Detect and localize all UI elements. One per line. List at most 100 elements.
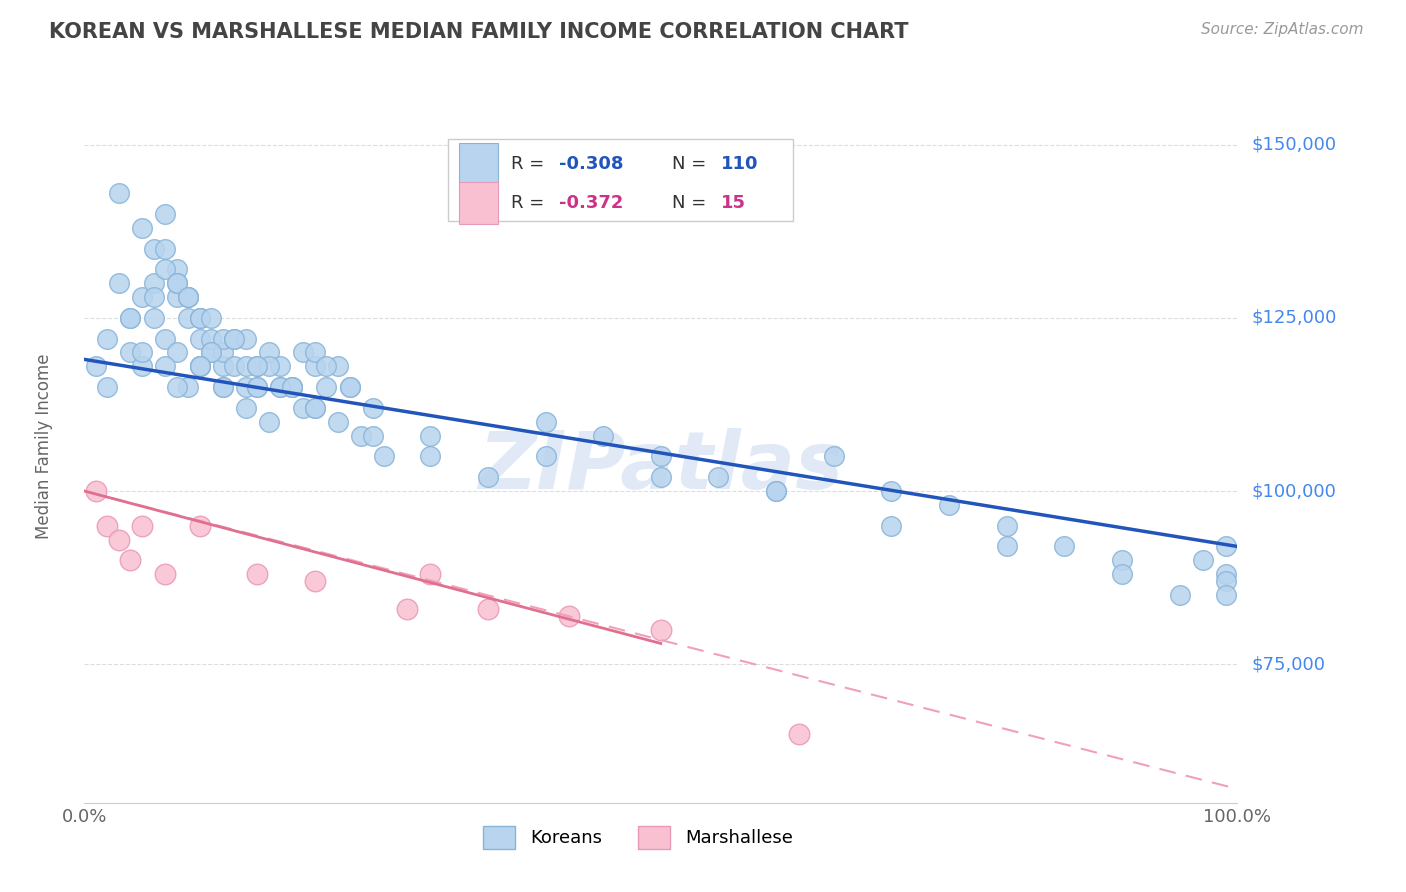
- Text: N =: N =: [672, 194, 713, 212]
- Point: [246, 567, 269, 582]
- Point: [177, 290, 200, 304]
- Point: [142, 242, 165, 256]
- Point: [534, 415, 557, 429]
- Point: [200, 345, 222, 359]
- Point: [211, 332, 233, 346]
- FancyBboxPatch shape: [447, 139, 793, 221]
- Point: [246, 380, 269, 394]
- Point: [188, 518, 211, 533]
- Point: [153, 262, 176, 277]
- Point: [339, 380, 361, 394]
- Point: [142, 290, 165, 304]
- Point: [592, 428, 614, 442]
- Point: [188, 359, 211, 374]
- Point: [1168, 588, 1191, 602]
- Point: [131, 518, 153, 533]
- Point: [534, 450, 557, 464]
- Point: [823, 450, 845, 464]
- Text: R =: R =: [510, 155, 550, 173]
- Point: [166, 345, 188, 359]
- Point: [188, 359, 211, 374]
- Point: [153, 242, 176, 256]
- Point: [281, 380, 304, 394]
- Point: [477, 470, 499, 484]
- Point: [96, 380, 118, 394]
- Point: [269, 359, 291, 374]
- Point: [166, 276, 188, 290]
- Point: [108, 276, 131, 290]
- Legend: Koreans, Marshallese: Koreans, Marshallese: [474, 817, 801, 858]
- Point: [1111, 567, 1133, 582]
- Point: [166, 380, 188, 394]
- Point: [938, 498, 960, 512]
- Point: [419, 428, 441, 442]
- Point: [131, 345, 153, 359]
- Point: [246, 359, 269, 374]
- Point: [200, 345, 222, 359]
- Point: [153, 359, 176, 374]
- Point: [396, 602, 419, 616]
- FancyBboxPatch shape: [460, 143, 498, 185]
- Point: [235, 401, 257, 415]
- Point: [235, 359, 257, 374]
- Point: [120, 553, 142, 567]
- Point: [707, 470, 730, 484]
- Point: [246, 359, 269, 374]
- Point: [257, 345, 280, 359]
- Point: [131, 220, 153, 235]
- Point: [166, 262, 188, 277]
- Point: [880, 483, 903, 498]
- Text: $150,000: $150,000: [1251, 136, 1336, 153]
- Point: [200, 332, 222, 346]
- Point: [787, 726, 810, 740]
- Point: [765, 483, 787, 498]
- Point: [120, 345, 142, 359]
- Text: Source: ZipAtlas.com: Source: ZipAtlas.com: [1201, 22, 1364, 37]
- Point: [650, 623, 672, 637]
- Point: [142, 276, 165, 290]
- Point: [1191, 553, 1213, 567]
- Point: [224, 359, 246, 374]
- Point: [304, 401, 326, 415]
- Point: [1053, 540, 1076, 554]
- Point: [315, 380, 337, 394]
- Point: [200, 310, 222, 325]
- Text: Median Family Income: Median Family Income: [35, 353, 53, 539]
- Text: 110: 110: [721, 155, 758, 173]
- FancyBboxPatch shape: [460, 182, 498, 224]
- Point: [120, 310, 142, 325]
- Point: [142, 310, 165, 325]
- Point: [246, 380, 269, 394]
- Point: [995, 540, 1018, 554]
- Point: [292, 401, 315, 415]
- Point: [419, 567, 441, 582]
- Point: [108, 533, 131, 547]
- Text: KOREAN VS MARSHALLESE MEDIAN FAMILY INCOME CORRELATION CHART: KOREAN VS MARSHALLESE MEDIAN FAMILY INCO…: [49, 22, 908, 42]
- Point: [188, 359, 211, 374]
- Point: [361, 428, 384, 442]
- Point: [188, 310, 211, 325]
- Point: [995, 518, 1018, 533]
- Point: [650, 470, 672, 484]
- Point: [211, 359, 233, 374]
- Text: 15: 15: [721, 194, 745, 212]
- Point: [211, 380, 233, 394]
- Point: [153, 207, 176, 221]
- Point: [131, 359, 153, 374]
- Text: $75,000: $75,000: [1251, 656, 1326, 673]
- Point: [557, 608, 579, 623]
- Point: [326, 359, 349, 374]
- Point: [1215, 567, 1237, 582]
- Point: [84, 359, 107, 374]
- Text: R =: R =: [510, 194, 550, 212]
- Point: [177, 380, 200, 394]
- Point: [257, 415, 280, 429]
- Point: [1215, 574, 1237, 588]
- Point: [350, 428, 373, 442]
- Point: [211, 380, 233, 394]
- Point: [108, 186, 131, 201]
- Point: [292, 345, 315, 359]
- Point: [235, 380, 257, 394]
- Text: N =: N =: [672, 155, 713, 173]
- Point: [153, 567, 176, 582]
